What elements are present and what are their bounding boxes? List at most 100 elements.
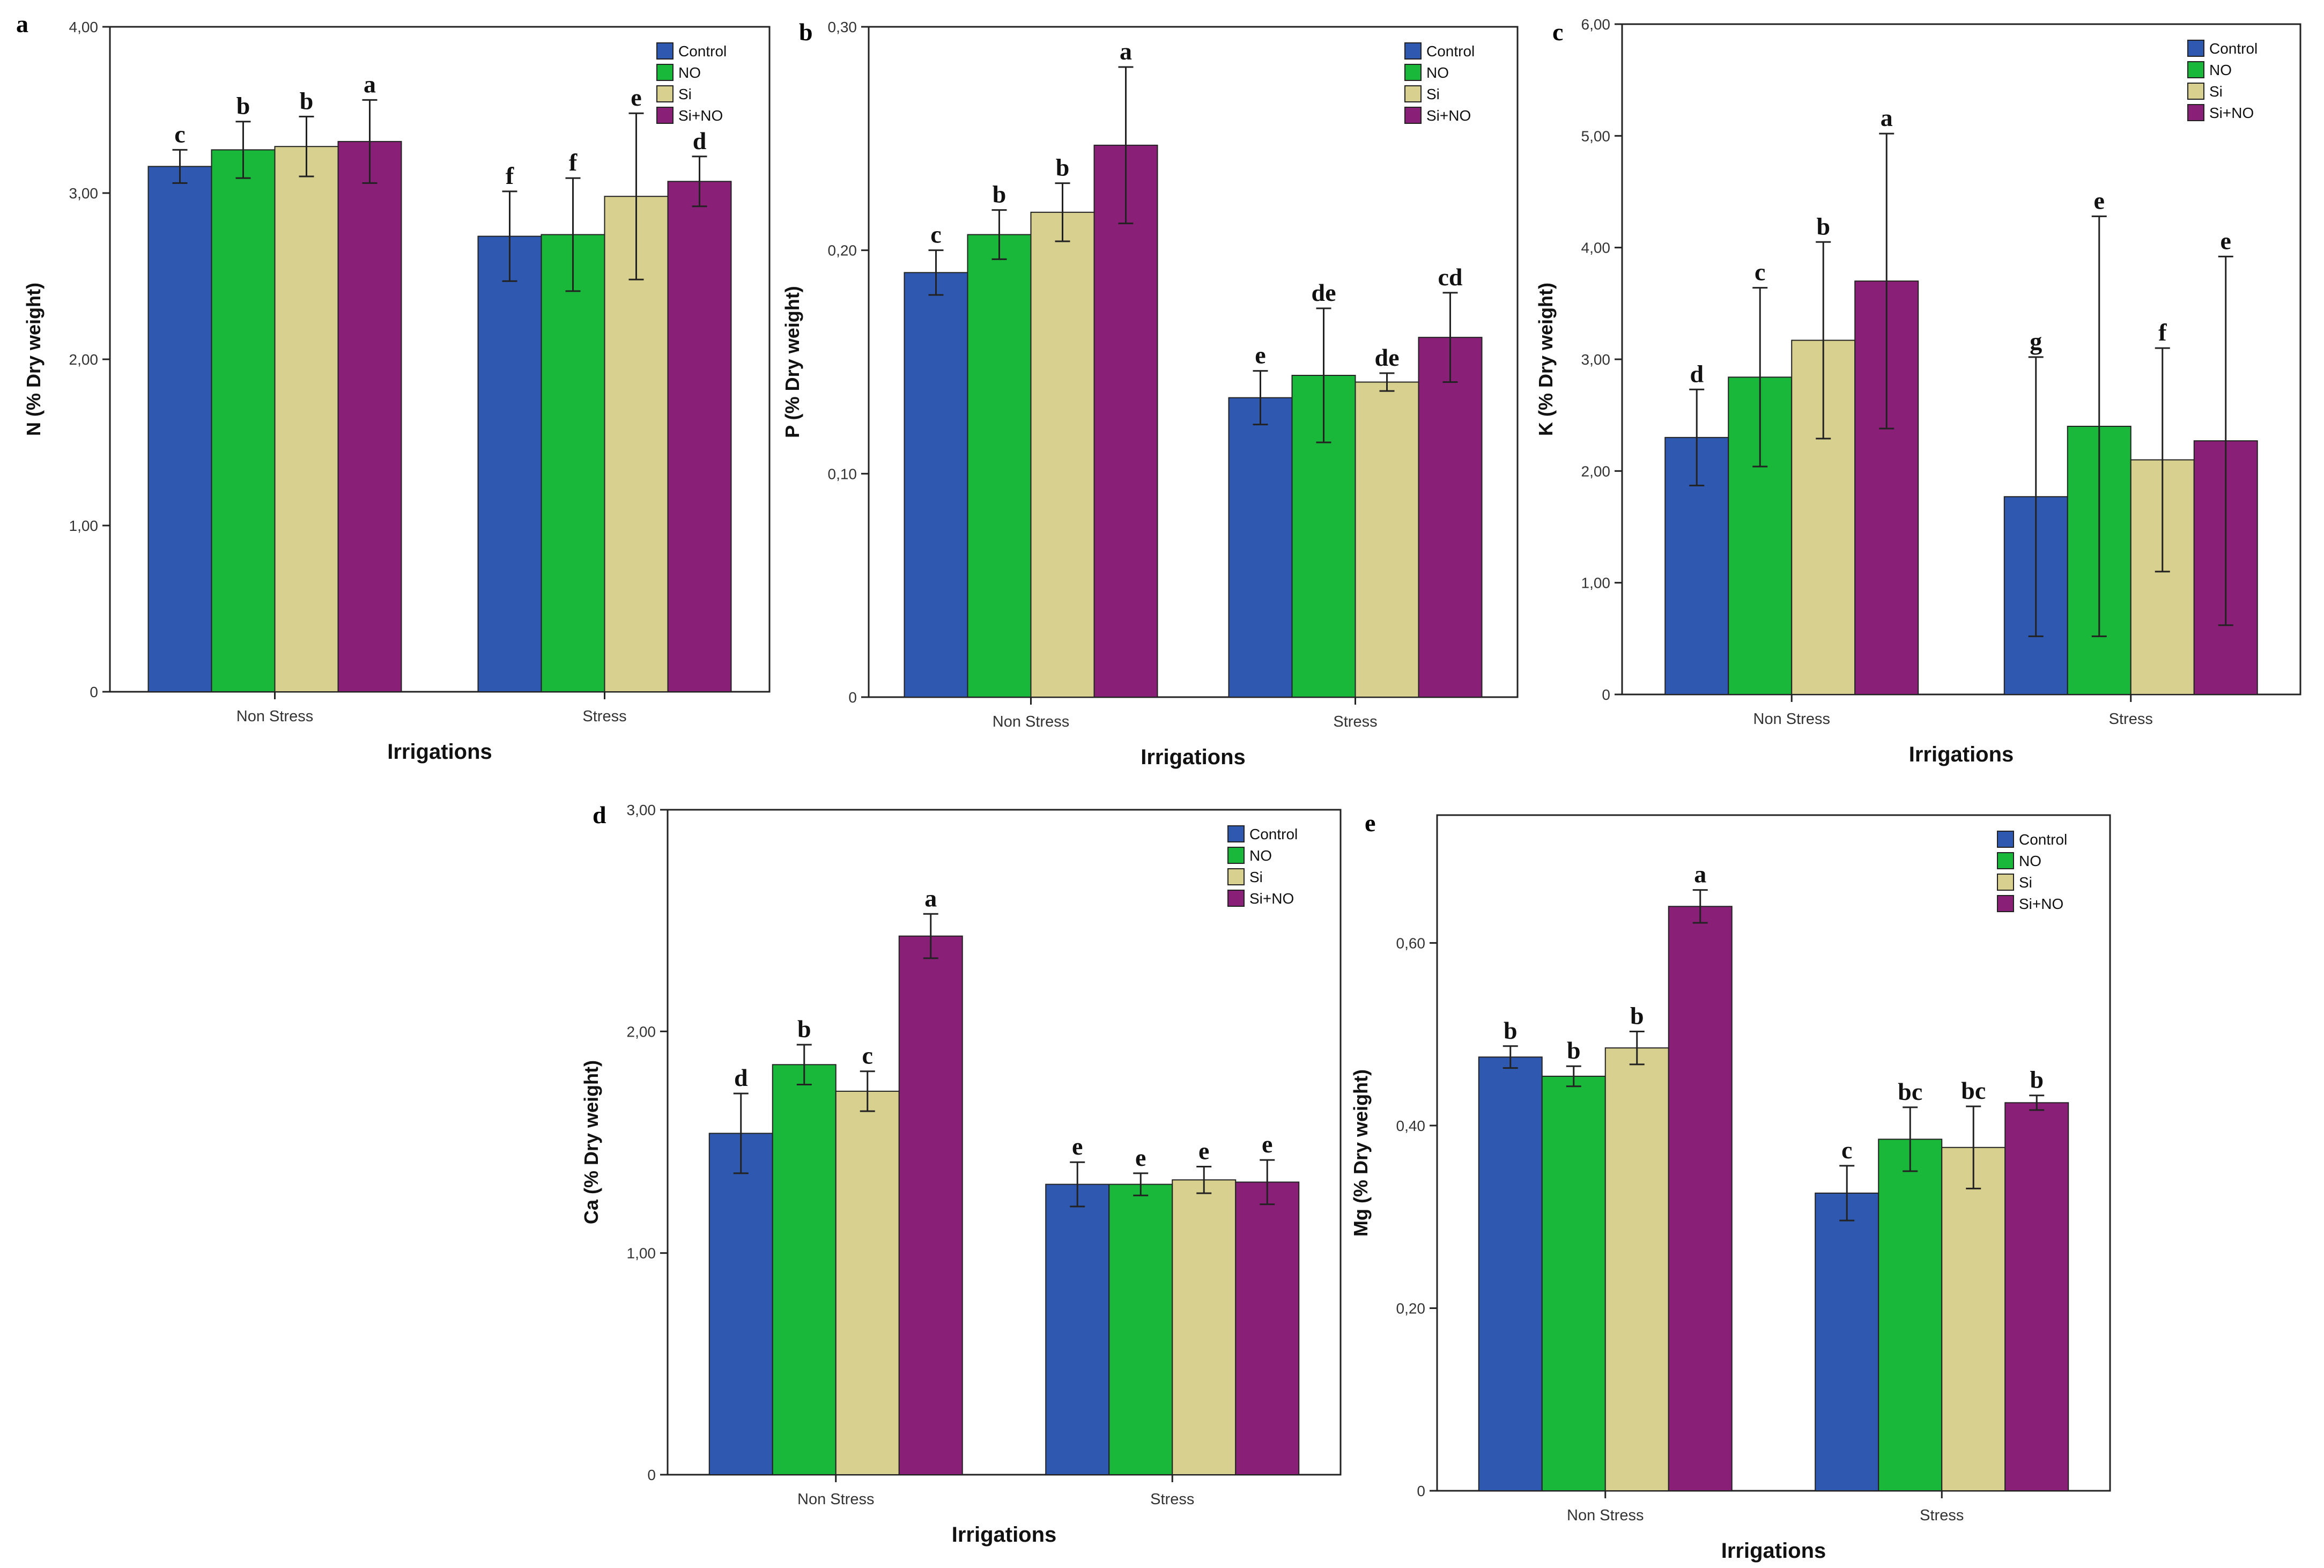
significance-letter: de [1375, 344, 1400, 371]
bar-no-stress [1878, 1138, 1943, 1491]
legend-swatch [2187, 40, 2204, 57]
y-tick-label: 1,00 [627, 1245, 656, 1262]
bar-control-stress [1815, 1192, 1879, 1491]
significance-letter: e [1255, 342, 1265, 369]
y-tick-label: 0 [848, 689, 857, 706]
y-axis-title: K (% Dry weight) [1535, 283, 1557, 436]
bar-control-non-stress [147, 166, 212, 692]
bar-control-stress [477, 235, 542, 693]
y-tick-label: 2,00 [627, 1023, 656, 1040]
significance-letter: b [1567, 1037, 1581, 1064]
legend-swatch [656, 107, 673, 124]
legend-label: NO [2209, 62, 2232, 78]
legend-label: Si+NO [1249, 890, 1294, 907]
significance-letter: b [1056, 154, 1070, 181]
legend-label: Si [678, 86, 692, 102]
legend-label: Si+NO [2019, 896, 2063, 912]
legend-label: Control [1426, 43, 1475, 60]
significance-letter: f [506, 162, 514, 189]
bar-no-non-stress [1541, 1075, 1606, 1492]
bar-si-no-non-stress [1093, 144, 1158, 698]
bar-si-no-stress [1418, 337, 1483, 698]
y-tick-label: 2,00 [69, 351, 99, 368]
legend-label: Si [1249, 869, 1263, 885]
bar-si-no-stress [2004, 1102, 2069, 1491]
chart-panel-c: c 0 1,00 2,00 3,00 4,00 5,00 6,00 K (% Dry weigh… [1535, 16, 2301, 766]
legend-swatch [2187, 61, 2204, 78]
y-tick-label: 6,00 [1581, 16, 1611, 33]
bar-control-non-stress [708, 1133, 773, 1475]
significance-letter: f [569, 149, 578, 176]
y-tick-label: 0,30 [828, 19, 857, 35]
legend-label: Control [678, 43, 727, 60]
significance-letter: d [734, 1064, 748, 1091]
chart-panel-e: e 0 0,20 0,40 0,60 Mg (% Dry weight) Irrigatio… [1350, 809, 2111, 1563]
legend-label: Control [1249, 826, 1298, 842]
significance-letter: c [1841, 1136, 1852, 1164]
legend-label: Si+NO [2209, 105, 2254, 121]
panel-letter: e [1365, 809, 1375, 837]
bar-no-non-stress [211, 149, 276, 692]
panel-letter: c [1552, 18, 1563, 46]
significance-letter: d [693, 127, 707, 154]
significance-letter: e [1198, 1137, 1209, 1164]
legend-swatch [1997, 852, 2014, 869]
panel-letter: d [593, 801, 606, 829]
significance-letter: c [1755, 258, 1765, 286]
bar-si-non-stress [274, 146, 339, 692]
significance-letter: a [1120, 38, 1132, 65]
y-tick-label: 1,00 [69, 517, 99, 534]
significance-letter: cd [1438, 263, 1463, 291]
significance-letter: b [1816, 212, 1830, 240]
legend-swatch [656, 85, 673, 102]
legend: Control NO Si Si+NO [1227, 825, 1298, 907]
bar-si-no-non-stress [337, 140, 402, 692]
bar-si-no-stress [1235, 1181, 1300, 1475]
chart-panel-b: b 0 0,10 0,20 0,30 P (% Dry weight) Irrigation… [781, 18, 1519, 769]
bar-control-non-stress [1478, 1056, 1543, 1491]
x-axis-title: Irrigations [1721, 1539, 1826, 1563]
significance-letter: b [993, 181, 1006, 208]
bar-no-stress [541, 234, 605, 692]
bar-no-non-stress [967, 234, 1032, 698]
category-label: Non Stress [1567, 1507, 1644, 1524]
legend-swatch [656, 64, 673, 81]
y-tick-label: 0,20 [1396, 1300, 1426, 1316]
category-label: Non Stress [993, 713, 1069, 730]
y-tick-label: 0 [1417, 1483, 1425, 1499]
bar-si-stress [1355, 381, 1419, 698]
legend-swatch [2187, 83, 2204, 100]
significance-letter: b [797, 1015, 811, 1042]
bar-control-non-stress [904, 272, 968, 698]
legend-swatch [1997, 874, 2014, 891]
significance-letter: a [1694, 861, 1706, 888]
bar-si-non-stress [1030, 211, 1095, 698]
bar-si-stress [1172, 1179, 1237, 1475]
significance-letter: e [1135, 1144, 1146, 1171]
legend-swatch [1404, 64, 1422, 81]
category-label: Non Stress [797, 1491, 874, 1508]
category-label: Non Stress [1753, 711, 1830, 728]
significance-letter: a [364, 70, 376, 98]
significance-letter: c [174, 120, 185, 147]
bar-si-no-non-stress [1668, 906, 1733, 1491]
legend-label: NO [2019, 853, 2041, 869]
bar-si-no-stress [667, 181, 732, 692]
x-axis-title: Irrigations [952, 1523, 1057, 1547]
legend-swatch [1404, 85, 1422, 102]
significance-letter: bc [1961, 1077, 1986, 1104]
legend-label: Si [2209, 83, 2223, 100]
legend-swatch [656, 42, 673, 60]
y-tick-label: 4,00 [69, 19, 99, 35]
significance-letter: e [2094, 187, 2105, 214]
legend-swatch [2187, 104, 2204, 121]
bar-control-stress [1045, 1184, 1110, 1476]
significance-letter: e [1262, 1130, 1272, 1158]
legend: Control NO Si Si+NO [1997, 831, 2067, 912]
bar-si-non-stress [1604, 1047, 1669, 1491]
significance-letter: b [1630, 1002, 1644, 1030]
y-axis-title: Mg (% Dry weight) [1350, 1069, 1372, 1237]
y-tick-label: 5,00 [1581, 128, 1611, 144]
bar-si-no-stress [2193, 440, 2258, 695]
